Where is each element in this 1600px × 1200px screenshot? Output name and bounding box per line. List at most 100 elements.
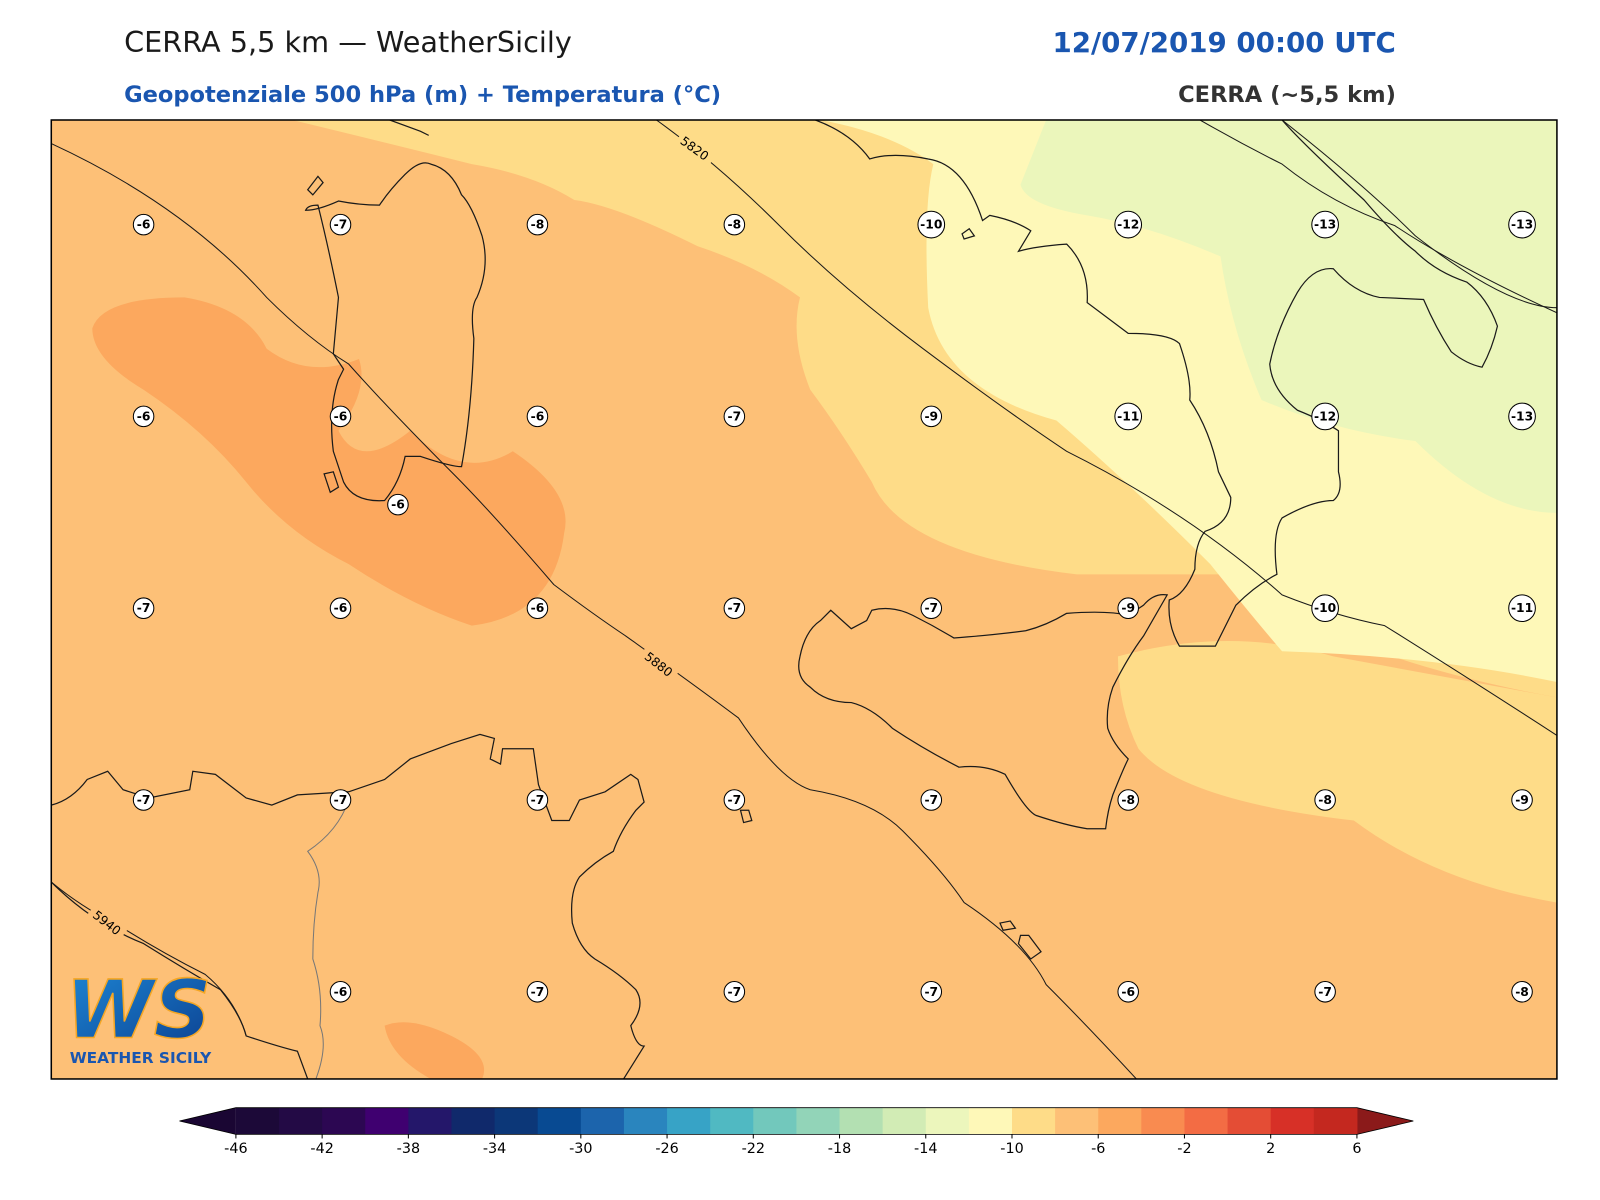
temperature-badge <box>1117 789 1139 811</box>
colorbar-bin <box>1184 1107 1229 1135</box>
temperature-badge <box>723 597 746 619</box>
colorbar-tick-label: -26 <box>655 1141 678 1157</box>
temperature-label: -13 <box>1314 218 1336 232</box>
temperature-label: -8 <box>1318 793 1332 807</box>
colorbar-tick-label: -6 <box>1091 1141 1105 1157</box>
temperature-label: -13 <box>1511 409 1533 423</box>
temperature-badge <box>132 597 155 619</box>
temperature-badge <box>1508 210 1536 239</box>
colorbar-extension <box>179 1107 236 1135</box>
colorbar-bin <box>1055 1107 1099 1135</box>
colorbar-tick-label: -18 <box>828 1141 851 1157</box>
coastline <box>304 162 486 502</box>
colorbar-bin <box>882 1107 927 1135</box>
temperature-label: -7 <box>728 985 742 999</box>
title: CERRA 5,5 km — WeatherSicily <box>124 25 572 59</box>
temperature-badge <box>1117 597 1139 619</box>
temperature-badge <box>723 981 746 1003</box>
temperature-badge <box>1117 981 1139 1003</box>
colorbar-tick-label: 6 <box>1352 1141 1361 1157</box>
colorbar-bin <box>1270 1107 1315 1135</box>
model-label: CERRA (~5,5 km) <box>1178 82 1396 108</box>
contour-label-bg <box>674 128 718 167</box>
temperature-label: -6 <box>531 409 545 423</box>
temperature-badge <box>1114 210 1143 239</box>
temperature-badge <box>920 597 943 619</box>
temperature-badge <box>1314 981 1336 1003</box>
coastline <box>389 119 429 136</box>
temperature-badge <box>1508 402 1536 431</box>
border <box>306 799 350 1079</box>
colorbar-bin <box>796 1107 841 1135</box>
temperature-badge <box>132 789 155 811</box>
temperature-label: -6 <box>1121 985 1135 999</box>
logo: WS WEATHER SICILY <box>65 963 212 1067</box>
contour-label-bg <box>637 645 680 684</box>
contour-line <box>51 143 1137 1079</box>
colorbar-bin <box>623 1107 668 1135</box>
logo-name: WEATHER SICILY <box>70 1049 212 1067</box>
coastline <box>815 119 1499 647</box>
colorbar-tick-label: -34 <box>483 1141 506 1157</box>
temperature-badge <box>1311 594 1339 623</box>
coastline <box>306 175 340 494</box>
temperature-label: -7 <box>924 985 938 999</box>
colorbar-tick-label: -10 <box>1000 1141 1023 1157</box>
temperature-label: -6 <box>334 409 348 423</box>
map-frame <box>50 119 1558 1080</box>
temperature-label: -6 <box>334 601 348 615</box>
map: 5820 5880 5940 -6 -7 -8 -8 -10 -12 -13 -13-6 -6-… <box>51 119 1557 1079</box>
coastline <box>961 227 976 240</box>
colorbar-bin <box>667 1107 711 1135</box>
temperature-label: -7 <box>924 793 938 807</box>
temperature-badge <box>526 213 549 236</box>
datetime: 12/07/2019 00:00 UTC <box>1052 26 1395 59</box>
contour-line <box>1199 119 1557 314</box>
temperature-badge <box>1311 210 1339 239</box>
colorbar-bin <box>1313 1107 1358 1135</box>
temperature-label: -7 <box>334 218 348 232</box>
temperature-badge <box>1314 789 1336 811</box>
temperature-label: -7 <box>924 601 938 615</box>
colorbar-bin <box>408 1107 452 1135</box>
temperature-badge <box>329 213 352 236</box>
temperature-badge <box>1511 789 1533 811</box>
colorbar-bin <box>753 1107 797 1135</box>
colorbar-bin <box>494 1107 539 1135</box>
temperature-label: -8 <box>531 218 545 232</box>
colorbar-bin <box>1141 1107 1185 1135</box>
colorbar-tick-label: -2 <box>1177 1141 1191 1157</box>
temperature-badge <box>723 213 746 236</box>
colorbar-bin <box>710 1107 754 1135</box>
temperature-label: -7 <box>137 793 151 807</box>
temperature-label: -7 <box>1318 985 1332 999</box>
temperature-badge <box>723 789 746 811</box>
colorbar-bin <box>235 1107 280 1135</box>
temperature-badge <box>920 405 943 428</box>
temperature-badge <box>526 405 549 428</box>
colorbar: -46 -42 -38 -34 -30 -26 -22 -18 -14 -10 -6 -2 2 6 <box>179 1107 1414 1157</box>
temperature-label: -8 <box>728 218 742 232</box>
temperature-label: -11 <box>1117 409 1139 423</box>
temperature-labels: -6 -7 -8 -8 -10 -12 -13 -13 -6 -6 -6 -7 -9 -11 -12 -13 -… <box>132 210 1536 1003</box>
temperature-label: -7 <box>728 793 742 807</box>
contour-label-bg <box>85 903 128 943</box>
temperature-label: -7 <box>531 985 545 999</box>
temperature-badge <box>1508 594 1536 623</box>
temperature-label: -6 <box>334 985 348 999</box>
temperature-label: -11 <box>1511 601 1533 615</box>
temperature-badge <box>920 981 943 1003</box>
temperature-label: -9 <box>924 409 938 423</box>
colorbar-tick-label: -46 <box>224 1141 247 1157</box>
colorbar-bin <box>968 1107 1013 1135</box>
temperature-field <box>384 1022 485 1079</box>
temperature-label: -7 <box>728 409 742 423</box>
coastline <box>51 733 646 1079</box>
temperature-badge <box>132 213 155 236</box>
contour-line <box>656 119 1557 736</box>
temperature-badge <box>526 981 549 1003</box>
temperature-badge <box>1511 981 1533 1003</box>
temperature-label: -8 <box>1515 985 1529 999</box>
temperature-label: -7 <box>334 793 348 807</box>
